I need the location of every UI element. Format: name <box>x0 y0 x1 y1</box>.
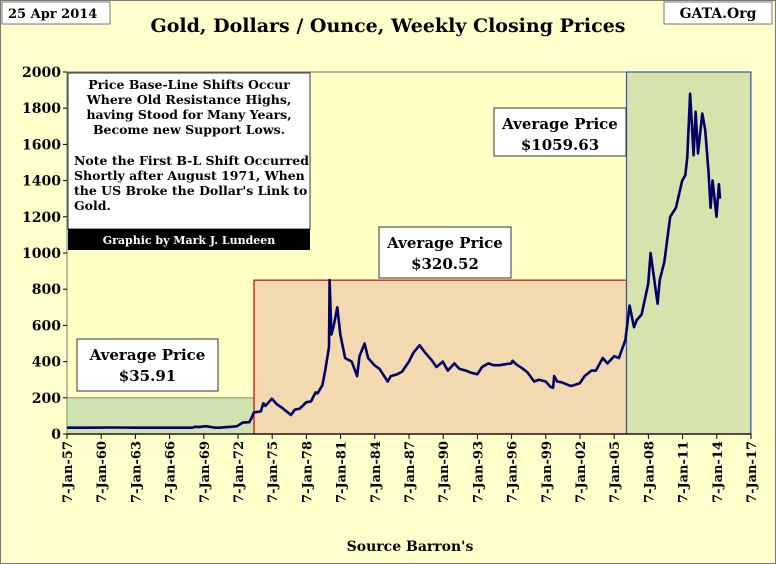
y-tick-label: 200 <box>32 391 61 407</box>
x-tick-label: 7-Jan-05 <box>608 441 623 503</box>
region-label-value-1: $35.91 <box>119 367 176 385</box>
note-line: Price Base-Line Shifts Occur <box>88 77 290 92</box>
note-line: Shortly after August 1971, When <box>74 168 305 183</box>
x-tick-label: 7-Jan-99 <box>540 441 555 503</box>
chart-title: Gold, Dollars / Ounce, Weekly Closing Pr… <box>151 15 626 37</box>
y-tick-label: 1800 <box>22 101 61 117</box>
region-labels: Average Price $35.91 Average Price $320.52 A… <box>76 107 627 392</box>
date-label: 25 Apr 2014 <box>8 7 97 22</box>
date-box <box>1 1 111 25</box>
x-tick-label: 7-Jan-75 <box>266 441 281 503</box>
y-tick-label: 1000 <box>22 246 61 262</box>
y-tick-label: 2000 <box>22 65 61 81</box>
y-tick-label: 1400 <box>22 174 61 190</box>
x-tick-label: 7-Jan-60 <box>95 441 110 503</box>
region-2 <box>253 279 628 435</box>
x-tick-label: 7-Jan-08 <box>642 441 657 503</box>
x-tick-label: 7-Jan-17 <box>745 441 760 503</box>
y-tick-label: 1200 <box>22 210 61 226</box>
note-line: the US Broke the Dollar's Link to <box>74 183 307 198</box>
x-tick-label: 7-Jan-72 <box>232 441 247 503</box>
note-box <box>67 72 311 230</box>
region-label-title-3: Average Price <box>501 115 618 133</box>
y-axis: 0 200 400 600 800 1000 1200 1400 1600 1800 2000 <box>22 65 67 443</box>
credit-label: Graphic by Mark J. Lundeen <box>103 234 276 247</box>
region-label-box-3 <box>493 107 627 157</box>
note-line: Become new Support Lows. <box>93 122 285 137</box>
region-label-value-3: $1059.63 <box>521 136 599 154</box>
x-tick-label: 7-Jan-02 <box>574 441 589 503</box>
x-tick-label: 7-Jan-81 <box>335 441 350 503</box>
x-tick-label: 7-Jan-93 <box>471 441 486 503</box>
source-org-box <box>663 1 773 25</box>
x-axis: 7-Jan-57 7-Jan-60 7-Jan-63 7-Jan-66 7-Jan-69… <box>61 433 760 503</box>
x-tick-label: 7-Jan-66 <box>164 441 179 503</box>
x-tick-label: 7-Jan-87 <box>403 441 418 503</box>
gold-price-line <box>67 92 722 429</box>
y-tick-label: 400 <box>32 355 61 371</box>
region-label-title-2: Average Price <box>386 234 503 252</box>
note-line: Gold. <box>74 198 111 213</box>
x-tick-label: 7-Jan-78 <box>300 441 315 503</box>
note-line: Where Old Resistance Highs, <box>86 92 292 107</box>
region-label-title-1: Average Price <box>89 346 206 364</box>
y-tick-label: 0 <box>51 427 61 443</box>
note-line: Note the First B-L Shift Occurred <box>74 153 309 168</box>
y-tick-label: 1600 <box>22 137 61 153</box>
region-label-box-1 <box>76 338 219 392</box>
x-tick-label: 7-Jan-69 <box>198 441 213 503</box>
x-tick-label: 7-Jan-11 <box>677 441 692 503</box>
x-tick-label: 7-Jan-84 <box>369 441 384 503</box>
y-tick-label: 800 <box>32 282 61 298</box>
region-label-value-2: $320.52 <box>411 255 479 273</box>
x-tick-label: 7-Jan-90 <box>437 441 452 503</box>
x-tick-label: 7-Jan-63 <box>129 441 144 503</box>
x-axis-label: Source Barron's <box>347 539 474 555</box>
y-tick-label: 600 <box>32 318 61 334</box>
note-line: having Stood for Many Years, <box>86 107 291 122</box>
x-tick-label: 7-Jan-96 <box>506 441 521 503</box>
credit-box <box>68 229 310 250</box>
region-label-box-2 <box>378 226 512 279</box>
x-tick-label: 7-Jan-14 <box>711 441 726 503</box>
source-org-label: GATA.Org <box>680 6 757 22</box>
x-tick-label: 7-Jan-57 <box>61 441 76 503</box>
